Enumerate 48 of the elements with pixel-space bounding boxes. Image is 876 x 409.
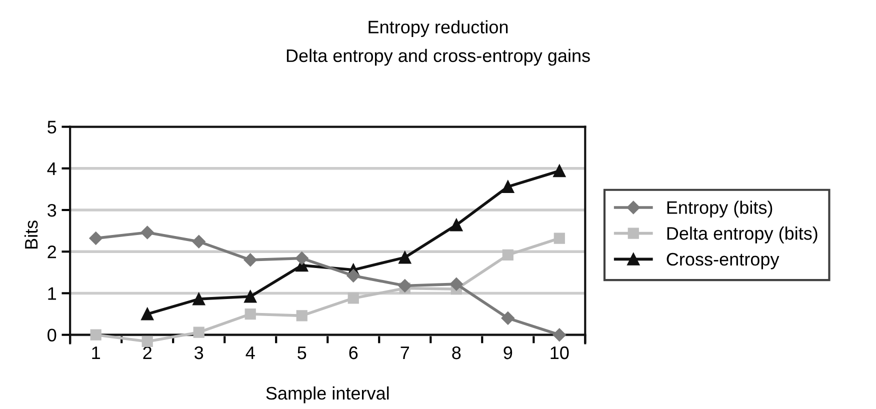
x-tick-label: 1 xyxy=(92,346,100,360)
x-tick-label: 9 xyxy=(504,346,512,360)
x-tick-label: 6 xyxy=(349,346,358,360)
point xyxy=(552,328,566,342)
y-tick-label: 3 xyxy=(48,204,56,217)
point xyxy=(450,218,463,232)
point xyxy=(89,232,102,245)
point xyxy=(553,164,566,178)
point xyxy=(141,308,154,320)
legend-label: Delta entropy (bits) xyxy=(667,226,818,244)
x-tick-label: 10 xyxy=(550,346,569,360)
legend-label: Cross-entropy xyxy=(666,252,780,270)
point xyxy=(554,232,565,244)
point xyxy=(244,290,257,303)
point xyxy=(398,279,412,292)
x-tick-label: 4 xyxy=(246,346,255,360)
x-tick-label: 5 xyxy=(298,346,306,360)
chart-title: Entropy reduction xyxy=(368,20,508,38)
point xyxy=(192,235,206,248)
point xyxy=(501,312,514,325)
point xyxy=(348,292,359,304)
x-tick-label: 3 xyxy=(194,346,204,360)
point xyxy=(502,249,514,260)
x-axis-title: Sample interval xyxy=(266,386,389,404)
y-tick-label: 2 xyxy=(48,246,56,258)
point xyxy=(140,226,154,240)
point xyxy=(90,329,102,340)
point xyxy=(244,308,256,320)
point xyxy=(142,336,153,348)
point xyxy=(192,292,206,306)
point xyxy=(346,269,360,282)
x-tick-label: 8 xyxy=(452,346,461,360)
point xyxy=(398,251,412,264)
point xyxy=(296,310,308,322)
point xyxy=(193,326,204,338)
point xyxy=(502,180,514,193)
point xyxy=(295,252,308,265)
y-axis-title: Bits xyxy=(24,220,38,249)
x-tick-label: 2 xyxy=(143,346,152,360)
y-tick-label: 0 xyxy=(48,328,56,342)
chart-subtitle: Delta entropy and cross-entropy gains xyxy=(286,48,590,66)
y-tick-label: 4 xyxy=(47,162,56,175)
y-tick-label: 1 xyxy=(48,287,56,300)
x-tick-label: 7 xyxy=(400,346,409,360)
point xyxy=(450,277,463,291)
y-tick-label: 5 xyxy=(48,120,56,134)
legend-label: Entropy (bits) xyxy=(667,200,772,218)
point xyxy=(244,253,257,267)
